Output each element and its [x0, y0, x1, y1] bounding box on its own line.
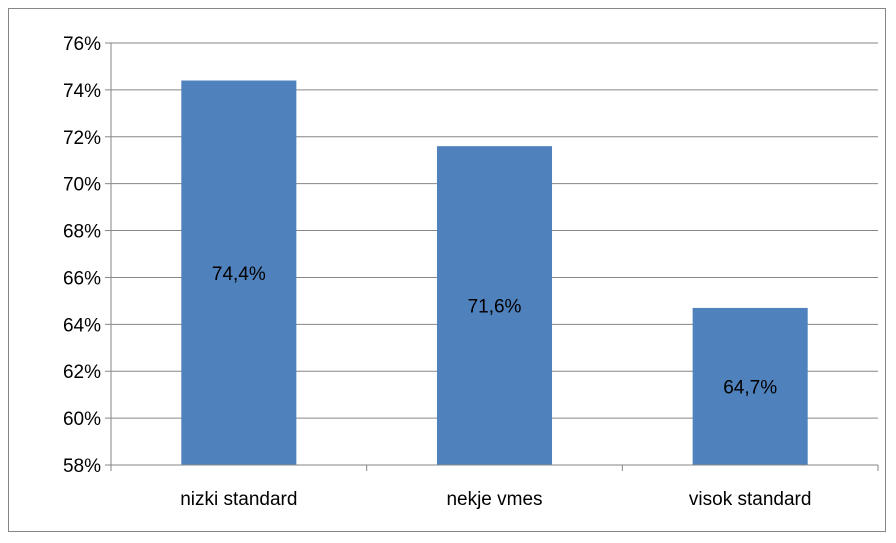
data-label-2: 71,6% — [468, 297, 522, 318]
x-category-label: nizki standard — [180, 489, 297, 510]
axes — [105, 42, 879, 471]
y-tick-label: 70% — [63, 175, 101, 196]
y-tick-label: 64% — [63, 315, 101, 336]
x-category-label: visok standard — [689, 489, 812, 510]
y-tick-label: 66% — [63, 268, 101, 289]
bar-2 — [436, 146, 553, 465]
y-tick-label: 76% — [63, 34, 101, 55]
x-category-label: nekje vmes — [446, 489, 542, 510]
y-tick-label: 60% — [63, 409, 101, 430]
bars — [181, 80, 808, 465]
y-tick-label: 74% — [63, 81, 101, 102]
y-tick-label: 62% — [63, 362, 101, 383]
data-label-3: 64,7% — [723, 377, 777, 398]
y-tick-label: 68% — [63, 222, 101, 243]
data-label-1: 74,4% — [212, 264, 266, 285]
y-tick-label: 72% — [63, 128, 101, 149]
bar-1 — [181, 80, 297, 465]
bar-3 — [692, 307, 808, 465]
labels: 58% 60% 62% 64% 66% 68% 70% 72% 74% 76% 74,4% nizki… — [63, 34, 811, 510]
y-tick-label: 58% — [63, 456, 101, 477]
